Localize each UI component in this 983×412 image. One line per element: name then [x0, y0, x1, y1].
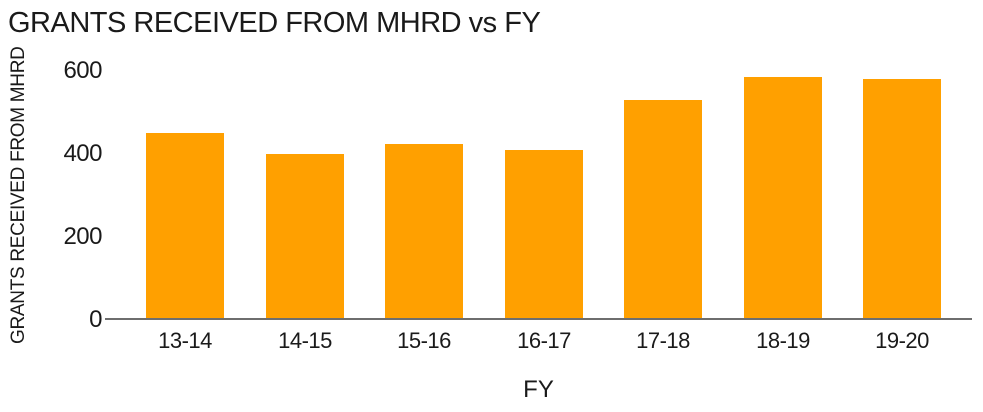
bar-17-18	[624, 100, 702, 318]
x-axis-title: FY	[523, 376, 554, 403]
bar-15-16	[385, 144, 463, 318]
x-tick-label: 18-19	[756, 328, 810, 353]
x-tick-label: 13-14	[158, 328, 212, 353]
bar-18-19	[744, 77, 822, 318]
y-tick-label: 200	[63, 223, 102, 250]
plot-area	[105, 71, 972, 320]
x-tick-label: 17-18	[636, 328, 690, 353]
bar-14-15	[266, 154, 344, 318]
y-axis-title: GRANTS RECEIVED FROM MHRD	[8, 46, 29, 345]
chart-title: GRANTS RECEIVED FROM MHRD vs FY	[8, 7, 541, 39]
x-tick-label: 14-15	[278, 328, 332, 353]
x-tick-label: 15-16	[397, 328, 451, 353]
x-tick-label: 16-17	[517, 328, 571, 353]
y-tick-label: 0	[89, 306, 102, 333]
bar-13-14	[146, 133, 224, 318]
bar-19-20	[863, 79, 941, 318]
y-tick-label: 400	[63, 140, 102, 167]
y-tick-label: 600	[63, 57, 102, 84]
bar-16-17	[505, 150, 583, 318]
x-tick-label: 19-20	[875, 328, 929, 353]
